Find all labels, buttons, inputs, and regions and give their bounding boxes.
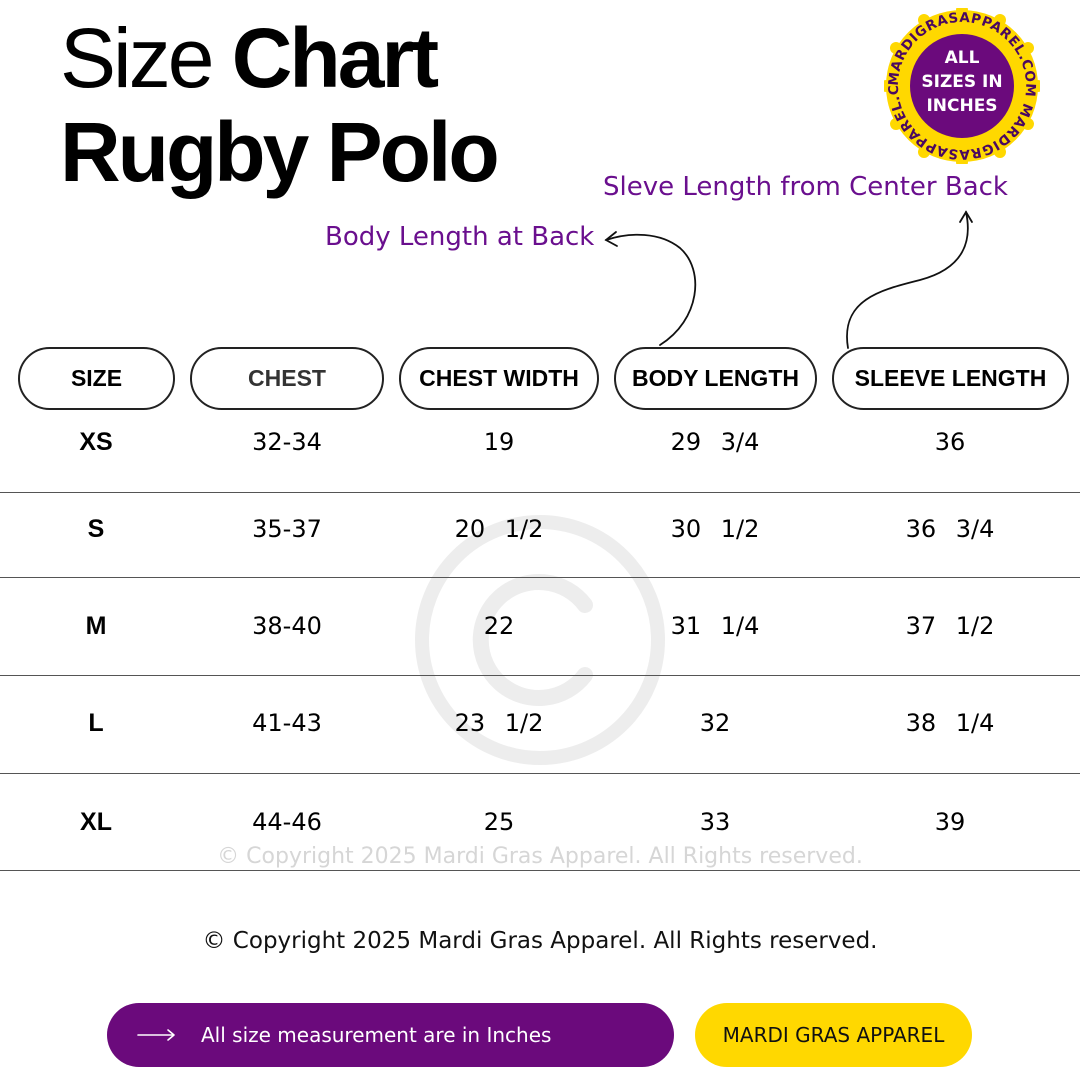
chest-cell: 44-46 (252, 808, 322, 836)
sleeve-length-cell: 36 (934, 428, 966, 456)
size-cell: M (85, 612, 107, 640)
sleeve-length-cell: 38 1/4 (905, 709, 995, 737)
chest-width-cell: 23 1/2 (454, 709, 544, 737)
chest-width-cell: 19 (483, 428, 515, 456)
body-length-cell: 32 (699, 709, 731, 737)
column-header-chest-width: CHEST WIDTH (399, 347, 599, 410)
row-divider (0, 870, 1080, 871)
copyright-watermark-icon (415, 515, 665, 765)
row-divider (0, 492, 1080, 493)
badge-text-line: ALL (944, 48, 980, 68)
sleeve-length-arrowhead-icon (959, 210, 973, 223)
badge-center (910, 34, 1014, 138)
chest-width-cell: 20 1/2 (454, 515, 544, 543)
badge-center-text: ALL SIZES IN INCHES (918, 46, 1006, 118)
body-length-annotation: Body Length at Back (325, 222, 595, 252)
inches-info-label: All size measurement are in Inches (201, 1023, 552, 1047)
chest-cell: 38-40 (252, 612, 322, 640)
chest-cell: 35-37 (252, 515, 322, 543)
body-length-cell: 30 1/2 (670, 515, 760, 543)
body-length-arrow-icon (605, 233, 697, 346)
page-subtitle: Rugby Polo (60, 105, 500, 199)
column-header-body-length: BODY LENGTH (614, 347, 817, 410)
body-length-cell: 29 3/4 (670, 428, 760, 456)
page-title: Size Chart (60, 10, 439, 106)
title-chart-word: Chart (231, 11, 439, 105)
column-header-size: SIZE (18, 347, 175, 410)
chest-width-cell: 22 (483, 612, 515, 640)
inches-info-button[interactable]: All size measurement are in Inches (107, 1003, 674, 1067)
arrow-right-icon (137, 1029, 175, 1041)
title-size-word: Size (60, 11, 214, 105)
size-cell: XS (79, 428, 113, 456)
body-length-arrowhead-icon (604, 231, 618, 247)
chest-cell: 32-34 (252, 428, 322, 456)
column-header-sleeve-length: SLEEVE LENGTH (832, 347, 1069, 410)
column-header-chest: CHEST (190, 347, 384, 410)
sleeve-length-cell: 37 1/2 (905, 612, 995, 640)
chest-width-cell: 25 (483, 808, 515, 836)
row-divider (0, 773, 1080, 774)
copyright-notice: © Copyright 2025 Mardi Gras Apparel. All… (202, 928, 878, 954)
row-divider (0, 577, 1080, 578)
sleeve-length-cell: 36 3/4 (905, 515, 995, 543)
body-length-cell: 31 1/4 (670, 612, 760, 640)
watermark-copyright-text: © Copyright 2025 Mardi Gras Apparel. All… (217, 844, 863, 869)
size-cell: L (88, 709, 104, 737)
body-length-cell: 33 (699, 808, 731, 836)
badge-text-line: INCHES (926, 96, 998, 116)
sleeve-length-arrow-icon (846, 211, 969, 349)
sleeve-length-cell: 39 (934, 808, 966, 836)
size-cell: S (87, 515, 105, 543)
size-cell: XL (80, 808, 112, 836)
sleeve-length-annotation: Sleve Length from Center Back (603, 172, 1008, 202)
all-sizes-in-inches-badge: MARDIGRASAPPAREL.COM MARDIGRASAPPAREL.CO… (884, 8, 1040, 164)
brand-button[interactable]: MARDI GRAS APPAREL (695, 1003, 972, 1067)
chest-cell: 41-43 (252, 709, 322, 737)
badge-text-line: SIZES IN (921, 72, 1003, 92)
row-divider (0, 675, 1080, 676)
